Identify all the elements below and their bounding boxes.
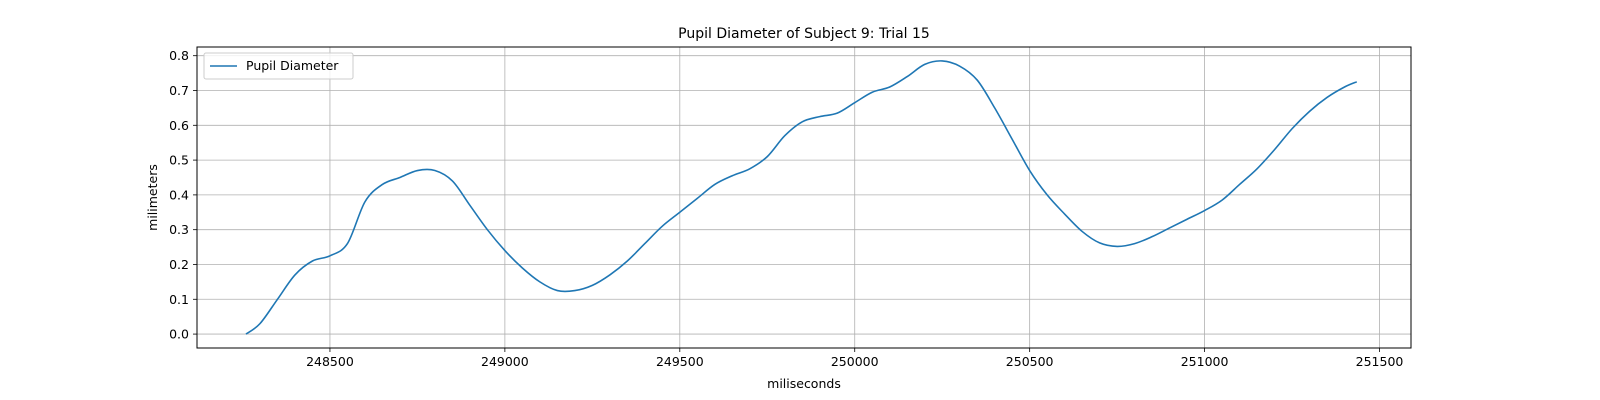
plot-frame bbox=[196, 46, 1412, 349]
y-tick-label: 0.6 bbox=[169, 118, 189, 133]
x-tick-label: 251000 bbox=[1181, 354, 1229, 369]
x-tick-label: 250000 bbox=[831, 354, 879, 369]
tick-layer: 248500 249000 249500 250000 250500 251000 2515… bbox=[169, 48, 1403, 369]
legend-label-pupil-diameter: Pupil Diameter bbox=[246, 58, 339, 73]
x-tick-label: 250500 bbox=[1006, 354, 1054, 369]
x-tick-label: 249000 bbox=[481, 354, 529, 369]
x-axis-label: miliseconds bbox=[767, 376, 841, 391]
series-line-pupil-diameter bbox=[245, 60, 1358, 335]
x-tick-label: 249500 bbox=[656, 354, 704, 369]
y-tick-label: 0.3 bbox=[169, 222, 189, 237]
chart-title: Pupil Diameter of Subject 9: Trial 15 bbox=[678, 26, 930, 42]
y-tick-label: 0.0 bbox=[169, 327, 189, 342]
legend: Pupil Diameter bbox=[203, 52, 354, 80]
y-axis-label: milimeters bbox=[145, 164, 160, 231]
y-tick-label: 0.5 bbox=[169, 153, 189, 168]
y-tick-label: 0.7 bbox=[169, 83, 189, 98]
x-tick-label: 248500 bbox=[306, 354, 354, 369]
y-tick-label: 0.2 bbox=[169, 257, 189, 272]
legend-box bbox=[203, 52, 354, 80]
y-tick-label: 0.1 bbox=[169, 292, 189, 307]
y-tick-label: 0.4 bbox=[169, 187, 189, 202]
x-tick-label: 251500 bbox=[1356, 354, 1404, 369]
grid-layer bbox=[197, 47, 1411, 348]
y-tick-label: 0.8 bbox=[169, 48, 189, 63]
